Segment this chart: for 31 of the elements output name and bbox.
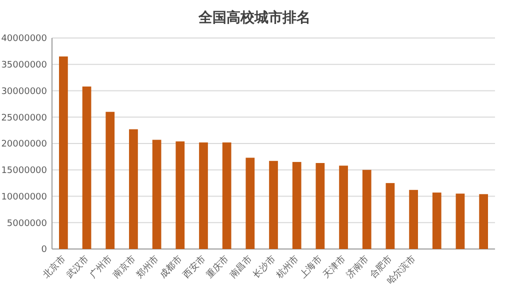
bar xyxy=(432,192,442,249)
bar xyxy=(222,142,232,249)
y-tick-label: 30000000 xyxy=(1,86,48,97)
y-tick-label: 5000000 xyxy=(6,218,48,229)
y-tick-label: 25000000 xyxy=(1,113,48,124)
x-tick-label: 郑州市 xyxy=(134,254,162,280)
bar xyxy=(199,142,208,249)
bar xyxy=(479,194,488,249)
y-tick-label: 35000000 xyxy=(1,60,48,71)
bar xyxy=(82,86,92,249)
y-tick-label: 15000000 xyxy=(1,166,48,176)
bar xyxy=(409,190,418,249)
bar xyxy=(59,56,68,249)
chart-title: 全国高校城市排名 xyxy=(198,9,310,26)
bar xyxy=(362,170,372,249)
bar xyxy=(129,129,138,249)
bar xyxy=(269,160,278,249)
bar xyxy=(339,166,348,249)
bar xyxy=(316,163,325,249)
bar xyxy=(456,194,465,249)
y-tick-label: 10000000 xyxy=(1,192,48,202)
bar xyxy=(246,158,255,249)
x-tick-label: 济南市 xyxy=(344,254,372,280)
bar xyxy=(176,141,185,249)
bar xyxy=(106,112,115,249)
bar xyxy=(386,183,395,249)
y-tick-label: 20000000 xyxy=(1,140,48,150)
bar xyxy=(152,140,162,249)
bar xyxy=(292,162,302,249)
y-tick-label: 0 xyxy=(41,245,48,256)
y-tick-label: 40000000 xyxy=(1,34,48,44)
